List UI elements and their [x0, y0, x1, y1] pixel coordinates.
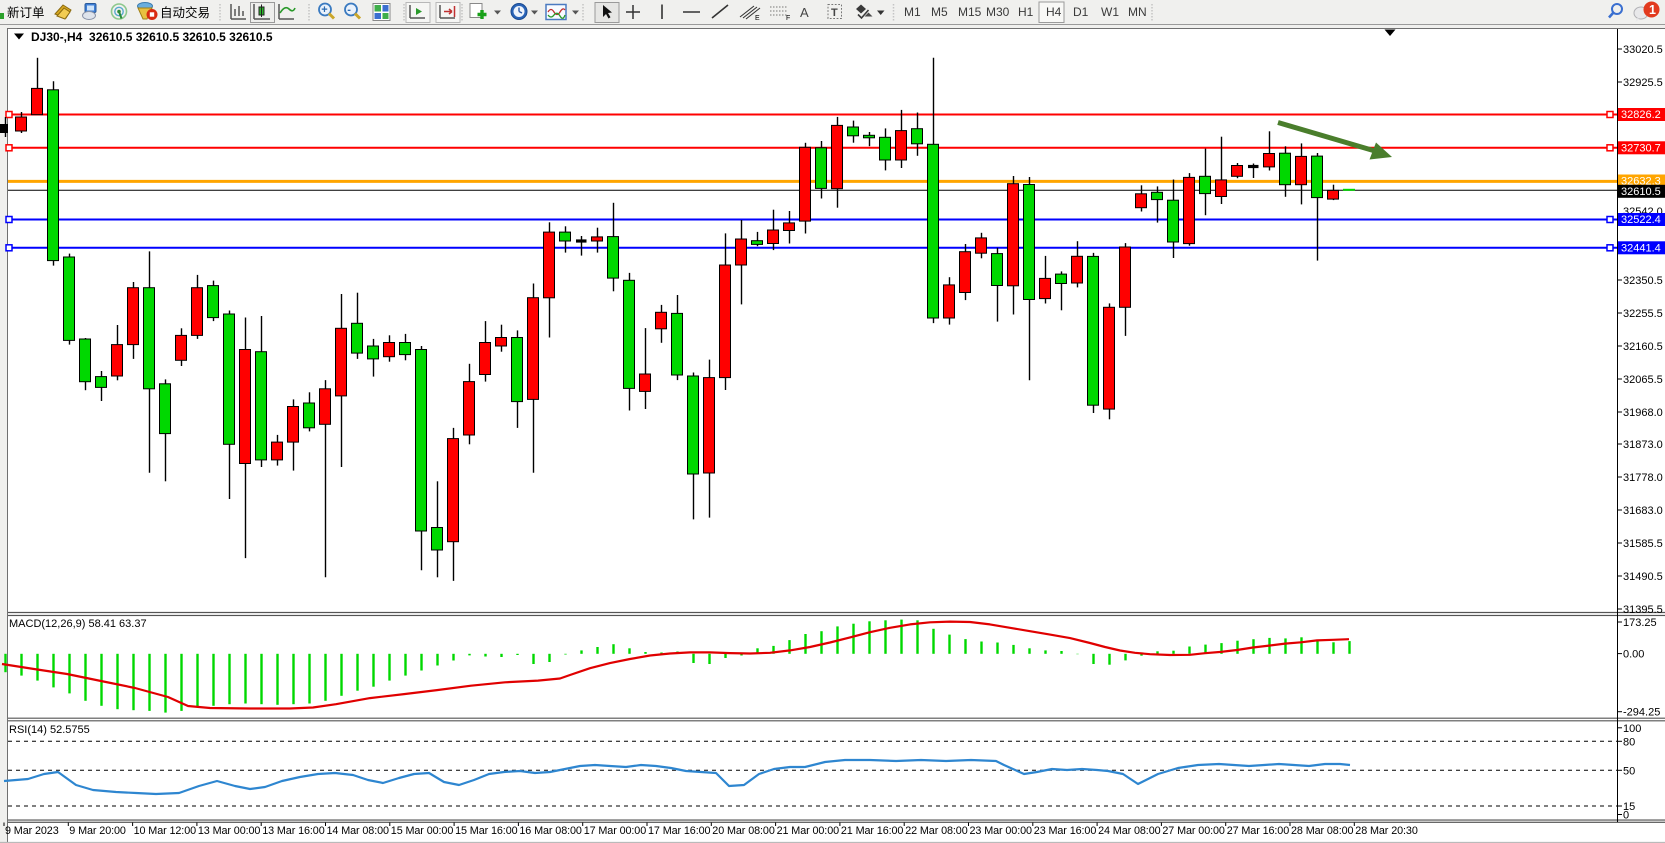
svg-text:17 Mar 00:00: 17 Mar 00:00: [584, 825, 647, 837]
svg-text:-: -: [347, 4, 351, 16]
svg-text:MN: MN: [1128, 5, 1147, 19]
svg-text:T: T: [831, 7, 838, 19]
svg-text:M1: M1: [904, 5, 921, 19]
svg-text:10 Mar 12:00: 10 Mar 12:00: [134, 825, 197, 837]
svg-text:31585.5: 31585.5: [1623, 538, 1663, 550]
svg-text:31968.0: 31968.0: [1623, 407, 1663, 419]
svg-text:A: A: [800, 5, 809, 20]
svg-text:21 Mar 16:00: 21 Mar 16:00: [841, 825, 904, 837]
svg-text:24 Mar 08:00: 24 Mar 08:00: [1098, 825, 1161, 837]
svg-text:0.00: 0.00: [1623, 649, 1644, 661]
svg-text:E: E: [755, 15, 760, 22]
svg-text:新订单: 新订单: [7, 5, 45, 20]
svg-text:M30: M30: [986, 5, 1010, 19]
svg-text:15 Mar 16:00: 15 Mar 16:00: [455, 825, 518, 837]
svg-text:15: 15: [1623, 801, 1635, 813]
svg-text:31395.5: 31395.5: [1623, 604, 1663, 616]
svg-text:22 Mar 08:00: 22 Mar 08:00: [905, 825, 968, 837]
svg-text:32925.5: 32925.5: [1623, 77, 1663, 89]
svg-text:23 Mar 00:00: 23 Mar 00:00: [970, 825, 1033, 837]
svg-text:MACD(12,26,9) 58.41 63.37: MACD(12,26,9) 58.41 63.37: [9, 618, 147, 630]
svg-text:DJ30-,H4 32610.5 32610.5 3261: DJ30-,H4 32610.5 32610.5 32610.5 32610.5: [31, 30, 273, 44]
svg-text:16 Mar 08:00: 16 Mar 08:00: [519, 825, 582, 837]
svg-text:28 Mar 20:30: 28 Mar 20:30: [1355, 825, 1418, 837]
svg-text:H4: H4: [1046, 5, 1062, 19]
svg-text:28 Mar 08:00: 28 Mar 08:00: [1291, 825, 1354, 837]
svg-text:100: 100: [1623, 723, 1641, 735]
svg-text:17 Mar 16:00: 17 Mar 16:00: [648, 825, 711, 837]
svg-text:-294.25: -294.25: [1623, 707, 1660, 719]
svg-text:15 Mar 00:00: 15 Mar 00:00: [391, 825, 454, 837]
svg-text:M15: M15: [958, 5, 982, 19]
svg-text:13 Mar 16:00: 13 Mar 16:00: [262, 825, 325, 837]
svg-text:32255.5: 32255.5: [1623, 308, 1663, 320]
svg-text:32610.5: 32610.5: [1621, 186, 1661, 198]
svg-text:0: 0: [1623, 810, 1629, 822]
svg-text:自动交易: 自动交易: [160, 5, 210, 20]
svg-text:31490.5: 31490.5: [1623, 571, 1663, 583]
svg-text:RSI(14) 52.5755: RSI(14) 52.5755: [9, 724, 90, 736]
svg-text:W1: W1: [1101, 5, 1119, 19]
svg-text:31873.0: 31873.0: [1623, 439, 1663, 451]
svg-text:27 Mar 16:00: 27 Mar 16:00: [1227, 825, 1290, 837]
svg-text:32522.4: 32522.4: [1621, 214, 1661, 226]
svg-text:173.25: 173.25: [1623, 617, 1657, 629]
svg-text:+: +: [321, 4, 327, 16]
svg-text:20 Mar 08:00: 20 Mar 08:00: [712, 825, 775, 837]
svg-text:33020.5: 33020.5: [1623, 44, 1663, 56]
svg-text:9 Mar 20:00: 9 Mar 20:00: [69, 825, 126, 837]
svg-text:80: 80: [1623, 736, 1635, 748]
svg-text:32632.3: 32632.3: [1621, 176, 1661, 188]
svg-text:50: 50: [1623, 765, 1635, 777]
svg-text:13 Mar 00:00: 13 Mar 00:00: [198, 825, 261, 837]
svg-text:27 Mar 00:00: 27 Mar 00:00: [1162, 825, 1225, 837]
svg-text:9 Mar 2023: 9 Mar 2023: [5, 825, 59, 837]
svg-text:1: 1: [1649, 3, 1656, 17]
svg-text:31778.0: 31778.0: [1623, 472, 1663, 484]
svg-text:32730.7: 32730.7: [1621, 143, 1661, 155]
svg-text:H1: H1: [1018, 5, 1034, 19]
svg-text:32441.4: 32441.4: [1621, 243, 1661, 255]
svg-text:23 Mar 16:00: 23 Mar 16:00: [1034, 825, 1097, 837]
svg-text:32350.5: 32350.5: [1623, 275, 1663, 287]
svg-text:F: F: [786, 15, 790, 22]
svg-text:21 Mar 00:00: 21 Mar 00:00: [777, 825, 840, 837]
svg-text:32160.5: 32160.5: [1623, 341, 1663, 353]
svg-text:32826.2: 32826.2: [1621, 109, 1661, 121]
svg-text:M5: M5: [931, 5, 948, 19]
svg-text:D1: D1: [1073, 5, 1089, 19]
svg-text:14 Mar 08:00: 14 Mar 08:00: [327, 825, 390, 837]
svg-text:32065.5: 32065.5: [1623, 374, 1663, 386]
svg-text:31683.0: 31683.0: [1623, 505, 1663, 517]
